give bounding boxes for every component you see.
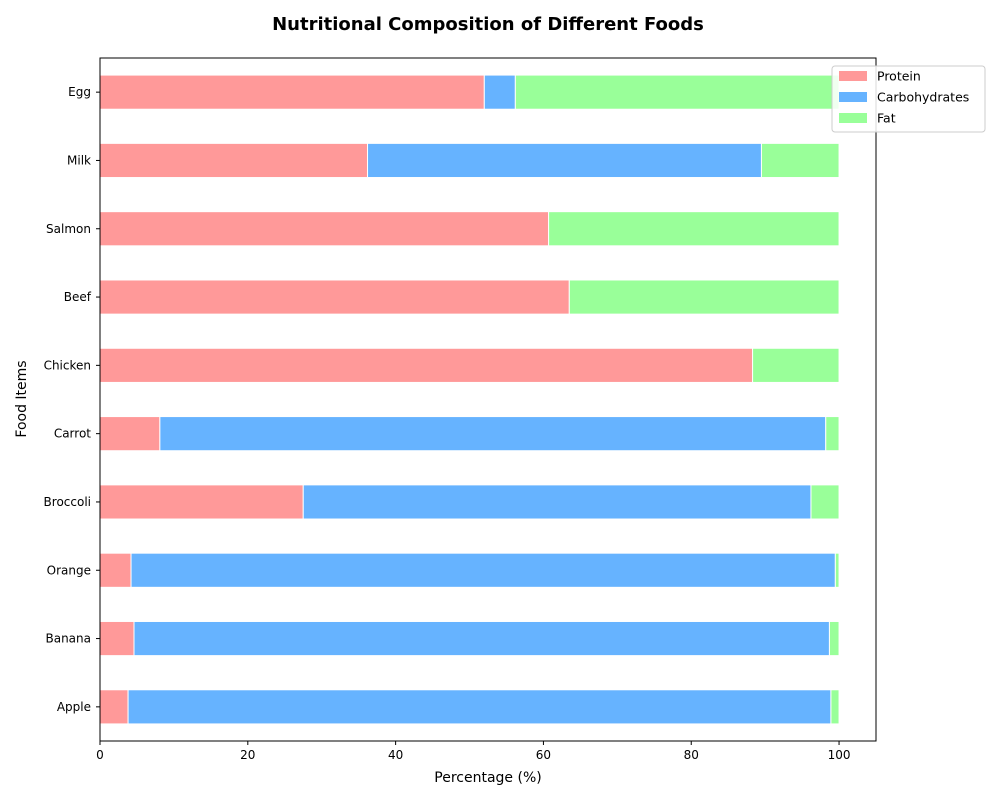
y-tick-label-carrot: Carrot — [54, 427, 91, 441]
legend-label-protein: Protein — [877, 69, 921, 84]
legend-label-carbohydrates: Carbohydrates — [877, 90, 969, 105]
bar-egg-fat — [514, 74, 840, 110]
bar-milk-protein — [99, 142, 369, 179]
x-tick-label: 0 — [96, 748, 104, 762]
y-tick-label-chicken: Chicken — [44, 358, 91, 372]
bar-beef-protein — [99, 279, 570, 315]
bar-egg-carbohydrates — [483, 74, 516, 110]
bar-salmon-protein — [99, 211, 550, 247]
bar-banana-protein — [99, 620, 135, 657]
y-tick-label-salmon: Salmon — [46, 222, 91, 236]
bar-milk-carbohydrates — [367, 142, 762, 179]
bar-broccoli-carbohydrates — [302, 484, 812, 520]
legend: Protein Carbohydrates Fat — [831, 65, 986, 133]
bar-banana-fat — [828, 620, 840, 657]
bar-beef-fat — [568, 279, 840, 315]
bar-orange-protein — [99, 552, 132, 588]
x-axis-label: Percentage (%) — [434, 770, 541, 786]
chart-title: Nutritional Composition of Different Foo… — [272, 14, 704, 35]
bar-egg-protein — [99, 74, 485, 110]
y-axis-ticks: Apple Banana Orange Broccoli Carrot Chicken Be… — [44, 85, 100, 714]
y-tick-label-broccoli: Broccoli — [44, 495, 91, 509]
bar-carrot-protein — [99, 416, 161, 452]
x-axis-ticks: 0 20 40 60 80 100 — [96, 741, 851, 762]
bar-orange-fat — [834, 552, 840, 588]
y-tick-label-banana: Banana — [45, 632, 91, 646]
legend-box — [831, 65, 986, 133]
bar-orange-carbohydrates — [130, 552, 836, 588]
y-tick-label-orange: Orange — [47, 563, 91, 577]
y-tick-label-beef: Beef — [64, 290, 92, 304]
plot-frame — [99, 57, 877, 742]
bar-broccoli-protein — [99, 484, 304, 520]
bars-group — [99, 74, 840, 725]
x-tick-label: 20 — [240, 748, 255, 762]
x-tick-label: 80 — [684, 748, 699, 762]
legend-swatch-protein — [839, 71, 867, 81]
bar-banana-carbohydrates — [133, 620, 830, 657]
y-tick-label-apple: Apple — [57, 700, 91, 714]
y-tick-label-egg: Egg — [68, 85, 91, 99]
x-tick-label: 60 — [536, 748, 551, 762]
y-axis-label: Food Items — [14, 360, 30, 437]
bar-salmon-fat — [548, 211, 840, 247]
bar-carrot-fat — [825, 416, 840, 452]
bar-chicken-fat — [752, 347, 840, 383]
bar-broccoli-fat — [810, 484, 840, 520]
legend-label-fat: Fat — [877, 111, 896, 126]
bar-milk-fat — [760, 142, 840, 179]
legend-swatch-fat — [839, 113, 867, 123]
bar-carrot-carbohydrates — [159, 416, 827, 452]
bar-apple-protein — [99, 689, 129, 725]
legend-swatch-carbohydrates — [839, 92, 867, 102]
bar-apple-carbohydrates — [127, 689, 832, 725]
x-tick-label: 100 — [828, 748, 851, 762]
y-tick-label-milk: Milk — [67, 153, 91, 167]
bar-apple-fat — [830, 689, 840, 725]
bar-chicken-protein — [99, 347, 754, 383]
x-tick-label: 40 — [388, 748, 403, 762]
